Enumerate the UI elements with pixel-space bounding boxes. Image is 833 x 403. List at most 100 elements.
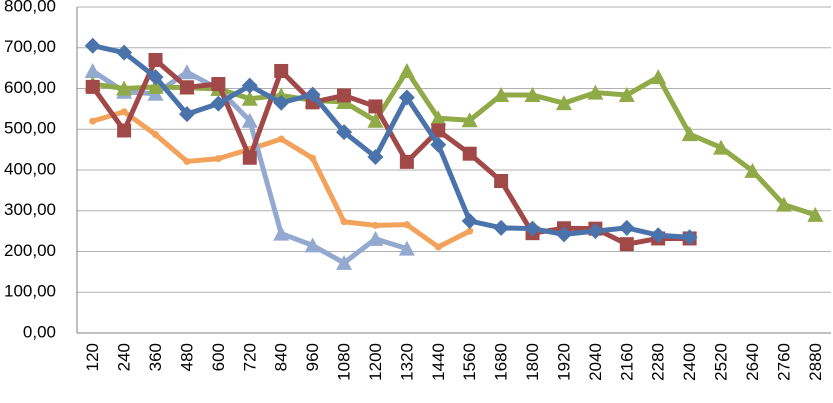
data-point (650, 69, 667, 85)
data-point (178, 64, 195, 80)
series-1 (84, 37, 698, 246)
data-point (681, 229, 698, 246)
x-tick-label: 720 (240, 343, 259, 371)
y-tick-label: 600,00 (4, 78, 56, 97)
data-point (241, 112, 258, 128)
data-point (430, 136, 447, 153)
x-tick-label: 1560 (460, 343, 479, 381)
data-point (775, 196, 792, 212)
y-tick-label: 100,00 (4, 282, 56, 301)
data-point (461, 112, 478, 128)
x-tick-label: 2160 (617, 343, 636, 381)
data-point (744, 162, 761, 178)
y-tick-label: 300,00 (4, 200, 56, 219)
x-axis-tick-labels: 120 240 360 480 600 720 840 960 1080 1200 1320 1440… (83, 343, 825, 381)
data-point (304, 237, 321, 253)
data-point (336, 254, 353, 270)
x-tick-label: 480 (177, 343, 196, 371)
y-axis-tick-labels: 0,00 100,00 200,00 300,00 400,00 500,00 600,00… (4, 0, 56, 341)
x-tick-label: 2520 (712, 343, 731, 381)
data-point (434, 243, 442, 251)
x-tick-label: 1200 (366, 343, 385, 381)
data-point (277, 135, 285, 143)
data-point (117, 123, 132, 138)
y-tick-label: 700,00 (4, 37, 56, 56)
data-point (84, 37, 101, 54)
data-point (555, 226, 572, 243)
x-tick-label: 2880 (806, 343, 825, 381)
data-point (274, 63, 289, 78)
data-point (148, 52, 163, 67)
y-tick-label: 800,00 (4, 0, 56, 15)
data-point (587, 223, 604, 240)
x-tick-label: 120 (83, 343, 102, 371)
data-point (368, 99, 383, 114)
data-point (147, 78, 164, 94)
data-point (241, 77, 258, 94)
data-point (493, 219, 510, 236)
data-point (85, 79, 100, 94)
x-tick-label: 1680 (492, 343, 511, 381)
data-point (147, 69, 164, 86)
data-point (619, 237, 634, 252)
data-point (524, 87, 541, 103)
data-point (398, 62, 415, 78)
x-tick-label: 2040 (586, 343, 605, 381)
data-point (713, 139, 730, 155)
series-4 (89, 108, 474, 251)
x-tick-label: 840 (272, 343, 291, 371)
x-tick-label: 2280 (649, 343, 668, 381)
data-point (367, 112, 384, 128)
x-tick-label: 1080 (335, 343, 354, 381)
series-group (84, 37, 824, 270)
data-point (618, 87, 635, 103)
data-point (367, 230, 384, 246)
data-point (340, 218, 348, 226)
data-point (462, 146, 477, 161)
data-point (494, 174, 509, 189)
x-tick-label: 2760 (774, 343, 793, 381)
data-point (120, 108, 128, 116)
x-tick-label: 1440 (429, 343, 448, 381)
data-point (618, 219, 635, 236)
data-point (89, 117, 97, 125)
x-tick-label: 1920 (554, 343, 573, 381)
x-tick-label: 240 (115, 343, 134, 371)
data-point (304, 86, 321, 103)
data-point (399, 154, 414, 169)
data-point (650, 227, 667, 244)
y-tick-label: 0,00 (23, 322, 56, 341)
x-tick-label: 960 (303, 343, 322, 371)
data-point (309, 154, 317, 162)
x-tick-label: 360 (146, 343, 165, 371)
data-point (210, 95, 227, 112)
data-point (430, 110, 447, 126)
data-point (241, 90, 258, 106)
data-point (587, 84, 604, 100)
data-point (403, 221, 411, 229)
x-tick-label: 1320 (397, 343, 416, 381)
data-point (398, 240, 415, 256)
y-tick-label: 400,00 (4, 159, 56, 178)
data-point (524, 220, 541, 237)
data-point (116, 80, 133, 96)
data-point (211, 77, 226, 92)
data-point (242, 150, 257, 165)
data-point (273, 225, 290, 241)
data-point (178, 106, 195, 123)
data-point (183, 157, 191, 165)
data-point (273, 94, 290, 111)
x-tick-label: 2640 (743, 343, 762, 381)
data-point (152, 131, 160, 139)
data-point (116, 44, 133, 61)
data-point (681, 126, 698, 142)
data-point (336, 124, 353, 141)
data-point (493, 87, 510, 103)
data-point (337, 88, 352, 103)
x-tick-label: 2400 (680, 343, 699, 381)
data-point (555, 95, 572, 111)
data-point (807, 206, 824, 222)
data-point (398, 89, 415, 106)
y-tick-label: 500,00 (4, 119, 56, 138)
data-point (371, 221, 379, 229)
